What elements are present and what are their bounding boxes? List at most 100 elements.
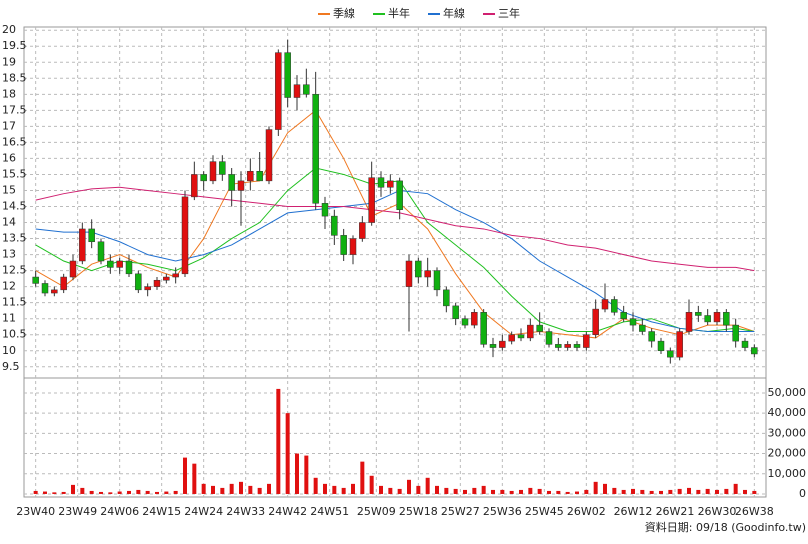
volume-bar bbox=[248, 485, 253, 494]
volume-bar bbox=[453, 488, 458, 494]
candle-body bbox=[480, 312, 487, 345]
candle-body bbox=[321, 203, 329, 217]
x-tick-label: 26W30 bbox=[698, 505, 737, 518]
volume-bar bbox=[136, 489, 141, 494]
candle-body bbox=[555, 344, 562, 348]
y-tick-label: 17 bbox=[2, 119, 16, 132]
y-tick-label: 0 bbox=[799, 487, 806, 500]
volume-bar bbox=[164, 491, 169, 494]
x-tick-label: 24W51 bbox=[310, 505, 349, 518]
y-tick-label: 30,000 bbox=[768, 426, 807, 439]
candle-body bbox=[424, 270, 431, 278]
candle-body bbox=[508, 334, 515, 342]
candle-body bbox=[163, 276, 170, 281]
y-tick-label: 13.5 bbox=[2, 232, 27, 245]
y-tick-label: 40,000 bbox=[768, 406, 807, 419]
candle-body bbox=[237, 180, 245, 191]
y-tick-label: 19 bbox=[2, 55, 16, 68]
candle-body bbox=[685, 312, 693, 332]
candle-body bbox=[340, 235, 347, 255]
candle-body bbox=[69, 260, 77, 278]
volume-bar bbox=[715, 489, 719, 494]
volume-bar bbox=[668, 489, 673, 494]
volume-panel bbox=[23, 377, 767, 498]
source-note: 資料日期: 09/18 (Goodinfo.tw) bbox=[645, 520, 806, 534]
candle-body bbox=[60, 276, 67, 291]
volume-bar bbox=[267, 483, 271, 494]
x-tick-label: 24W06 bbox=[100, 505, 139, 518]
y-tick-label: 18 bbox=[2, 87, 16, 100]
candle-body bbox=[153, 279, 161, 287]
candle-body bbox=[648, 331, 655, 342]
candle-body bbox=[667, 350, 674, 358]
volume-bar bbox=[155, 491, 159, 494]
volume-bar bbox=[659, 490, 663, 494]
candle-body bbox=[293, 84, 301, 98]
volume-bar bbox=[463, 489, 467, 494]
candle-body bbox=[676, 331, 683, 358]
volume-bar bbox=[276, 388, 281, 494]
candle-body bbox=[88, 228, 95, 243]
y-tick-label: 50,000 bbox=[768, 386, 807, 399]
volume-bar bbox=[108, 492, 113, 494]
x-tick-label: 24W33 bbox=[226, 505, 265, 518]
y-tick-label: 20,000 bbox=[768, 447, 807, 460]
volume-bar bbox=[528, 487, 533, 494]
volume-bar bbox=[145, 490, 150, 494]
volume-bar bbox=[61, 491, 66, 494]
candle-body bbox=[349, 238, 357, 255]
volume-bar bbox=[71, 484, 75, 494]
x-tick-label: 26W12 bbox=[614, 505, 653, 518]
candle-body bbox=[583, 334, 590, 348]
candle-body bbox=[629, 318, 637, 326]
candle-body bbox=[452, 305, 459, 319]
candle-body bbox=[312, 94, 319, 204]
candle-body bbox=[275, 52, 282, 130]
y-tick-label: 11 bbox=[2, 312, 16, 325]
x-tick-label: 25W09 bbox=[357, 505, 396, 518]
volume-bar bbox=[407, 479, 411, 494]
candle-body bbox=[79, 228, 86, 262]
candle-body bbox=[499, 340, 506, 348]
candle-body bbox=[592, 308, 599, 335]
candle-body bbox=[601, 299, 609, 310]
x-tick-label: 25W18 bbox=[399, 505, 438, 518]
volume-bar bbox=[491, 489, 495, 494]
volume-bar bbox=[556, 490, 561, 494]
y-tick-label: 11.5 bbox=[2, 296, 27, 309]
candle-body bbox=[200, 174, 207, 182]
x-tick-label: 24W42 bbox=[268, 505, 307, 518]
volume-bar bbox=[117, 491, 122, 494]
candle-body bbox=[265, 129, 273, 182]
y-tick-label: 18.5 bbox=[2, 71, 27, 84]
y-tick-label: 16 bbox=[2, 151, 16, 164]
volume-bar bbox=[603, 483, 607, 494]
x-tick-label: 23W40 bbox=[16, 505, 55, 518]
volume-bar bbox=[323, 483, 327, 494]
candle-body bbox=[284, 52, 291, 98]
candle-body bbox=[732, 324, 739, 342]
volume-bar bbox=[444, 487, 449, 494]
volume-bar bbox=[584, 489, 589, 494]
candle-body bbox=[741, 340, 749, 348]
y-tick-label: 10 bbox=[2, 344, 16, 357]
candle-body bbox=[359, 222, 366, 239]
candle-body bbox=[517, 334, 525, 339]
candle-body bbox=[405, 260, 413, 287]
candle-body bbox=[107, 260, 114, 268]
legend-label: 年線 bbox=[443, 6, 465, 20]
candle-body bbox=[172, 273, 179, 278]
y-tick-label: 12.5 bbox=[2, 264, 27, 277]
candle-body bbox=[657, 340, 665, 352]
candle-body bbox=[181, 196, 189, 275]
candle-body bbox=[125, 260, 133, 275]
volume-bar bbox=[612, 487, 617, 494]
volume-bar bbox=[752, 490, 757, 494]
volume-bar bbox=[640, 489, 645, 494]
x-tick-label: 25W36 bbox=[483, 505, 522, 518]
x-tick-label: 24W15 bbox=[142, 505, 181, 518]
candle-body bbox=[415, 260, 422, 278]
volume-bar bbox=[351, 483, 355, 494]
volume-bar bbox=[285, 413, 290, 494]
x-tick-label: 25W27 bbox=[441, 505, 480, 518]
